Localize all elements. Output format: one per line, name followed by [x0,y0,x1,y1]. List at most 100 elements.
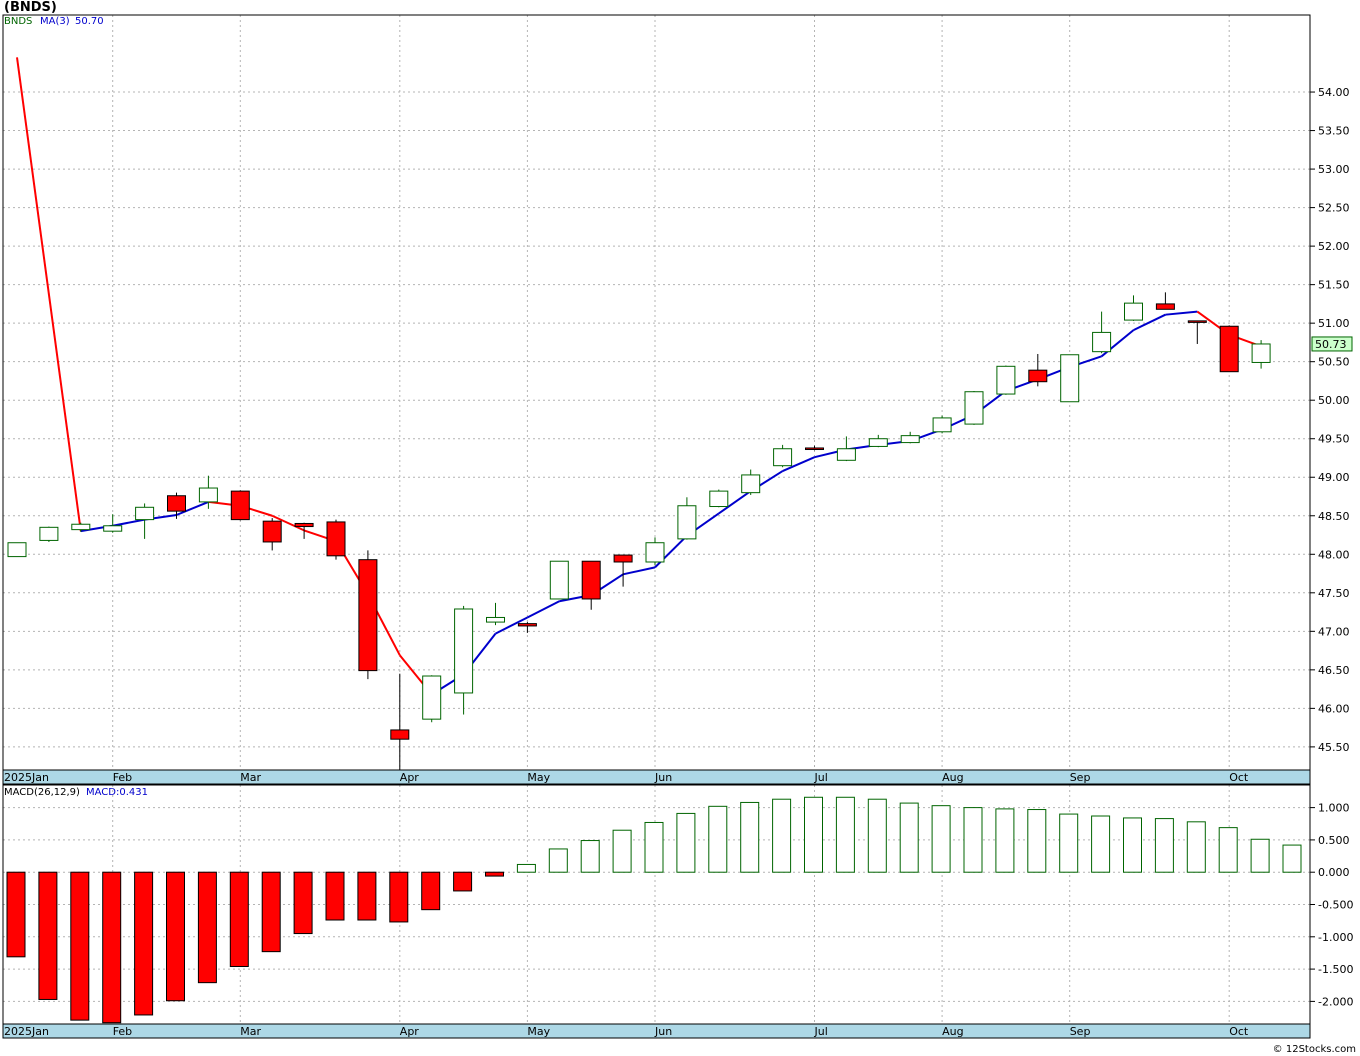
candle-body [645,542,665,563]
candle-body [964,391,984,425]
candle-body [996,365,1016,395]
macd-x-label: Mar [240,1025,261,1038]
legend-ma-label: MA(3) [40,16,70,27]
macd-bar [931,805,951,873]
price-x-label: Oct [1229,771,1249,784]
price-axis-label: 46.00 [1318,702,1350,715]
ma-line-segment [112,518,145,527]
macd-bar [516,863,536,873]
candle-body [1219,325,1239,373]
candle-body [1155,303,1175,310]
candle-body [805,447,824,451]
macd-bar [1123,817,1142,873]
candle-body [390,729,410,740]
macd-frame [2,784,1311,1025]
ma-line-segment [1165,310,1198,316]
macd-bar [612,829,632,873]
ma-line-segment [176,500,209,516]
macd-axis-label: -1.000 [1318,931,1353,944]
watermark: © 12Stocks.com [1273,1044,1356,1055]
macd-bar [995,808,1015,873]
candle-body [549,560,569,600]
macd-bar [166,871,185,1002]
macd-bar [1091,815,1111,873]
candle-body [486,616,505,623]
macd-x-label: Aug [942,1025,963,1038]
macd-x-label: 2025Jan [4,1025,49,1038]
candle-body [613,554,633,563]
macd-x-label: Feb [113,1025,132,1038]
macd-bar [644,821,664,873]
macd-axis-label: -2.000 [1318,995,1353,1008]
candle-body [677,505,697,540]
legend-ticker: BNDS [4,16,32,27]
price-axis-label: 52.00 [1318,240,1350,253]
price-axis-label: 53.50 [1318,125,1350,138]
macd-bar [804,796,823,873]
candle-body [198,487,218,503]
macd-bar [963,807,983,873]
candle-body [294,522,314,528]
macd-x-label: Jun [654,1025,672,1038]
candle-body [1060,354,1080,403]
price-axis-label: 48.50 [1318,510,1350,523]
price-x-label: Mar [240,771,261,784]
candle-body [900,435,920,444]
candle-body [1251,343,1271,363]
macd-x-label: May [527,1025,550,1038]
candle-body [262,520,282,543]
price-axis-label: 46.50 [1318,664,1350,677]
candle-body [709,490,729,508]
macd-bar [134,871,154,1016]
legend-ma-value: 50.70 [75,16,104,27]
macd-bar [453,871,473,892]
price-axis-label: 49.50 [1318,433,1350,446]
candle-body [581,560,601,600]
candle-body [932,417,952,433]
macd-bar [421,871,441,911]
ma-line-segment [271,514,305,532]
macd-axis-label: -0.500 [1318,899,1353,912]
price-frame [2,14,1311,771]
macd-bar [229,871,249,968]
price-x-label: Feb [113,771,132,784]
macd-bar [1250,838,1270,873]
legend-macd-value: MACD:0.431 [86,787,148,798]
ma-line-segment [718,490,752,515]
macd-bar [325,871,345,921]
last-price-badge [1311,336,1353,352]
price-x-label: Sep [1070,771,1091,784]
price-axis-label: 45.50 [1318,741,1350,754]
price-axis-label: 50.00 [1318,394,1350,407]
macd-bar [867,798,887,873]
price-x-label: Apr [400,771,420,784]
macd-bar [1027,809,1047,873]
ma-line-segment [495,616,528,635]
candle-body [230,490,250,521]
candle-body [868,438,888,447]
candle-body [773,448,793,467]
macd-x-label: Oct [1229,1025,1249,1038]
macd-bar [1059,813,1079,873]
macd-bar [772,798,792,873]
macd-bar [38,871,58,1000]
macd-bar [389,871,409,923]
ma-line-segment [622,566,656,576]
price-axis-label: 47.50 [1318,587,1350,600]
macd-bar [485,871,504,877]
macd-bar [293,871,313,935]
candle-body [1124,302,1143,321]
macd-x-label: Apr [400,1025,420,1038]
price-x-label: Jun [654,771,672,784]
macd-bar [899,802,919,873]
macd-bar [708,805,728,873]
candle-body [422,675,442,720]
ma-line-segment [16,57,82,532]
candle-body [358,559,378,672]
macd-axis-label: 0.500 [1318,834,1350,847]
candle-body [517,623,537,627]
candle-body [454,608,474,694]
price-axis-label: 50.50 [1318,356,1350,369]
macd-bar [102,871,122,1024]
